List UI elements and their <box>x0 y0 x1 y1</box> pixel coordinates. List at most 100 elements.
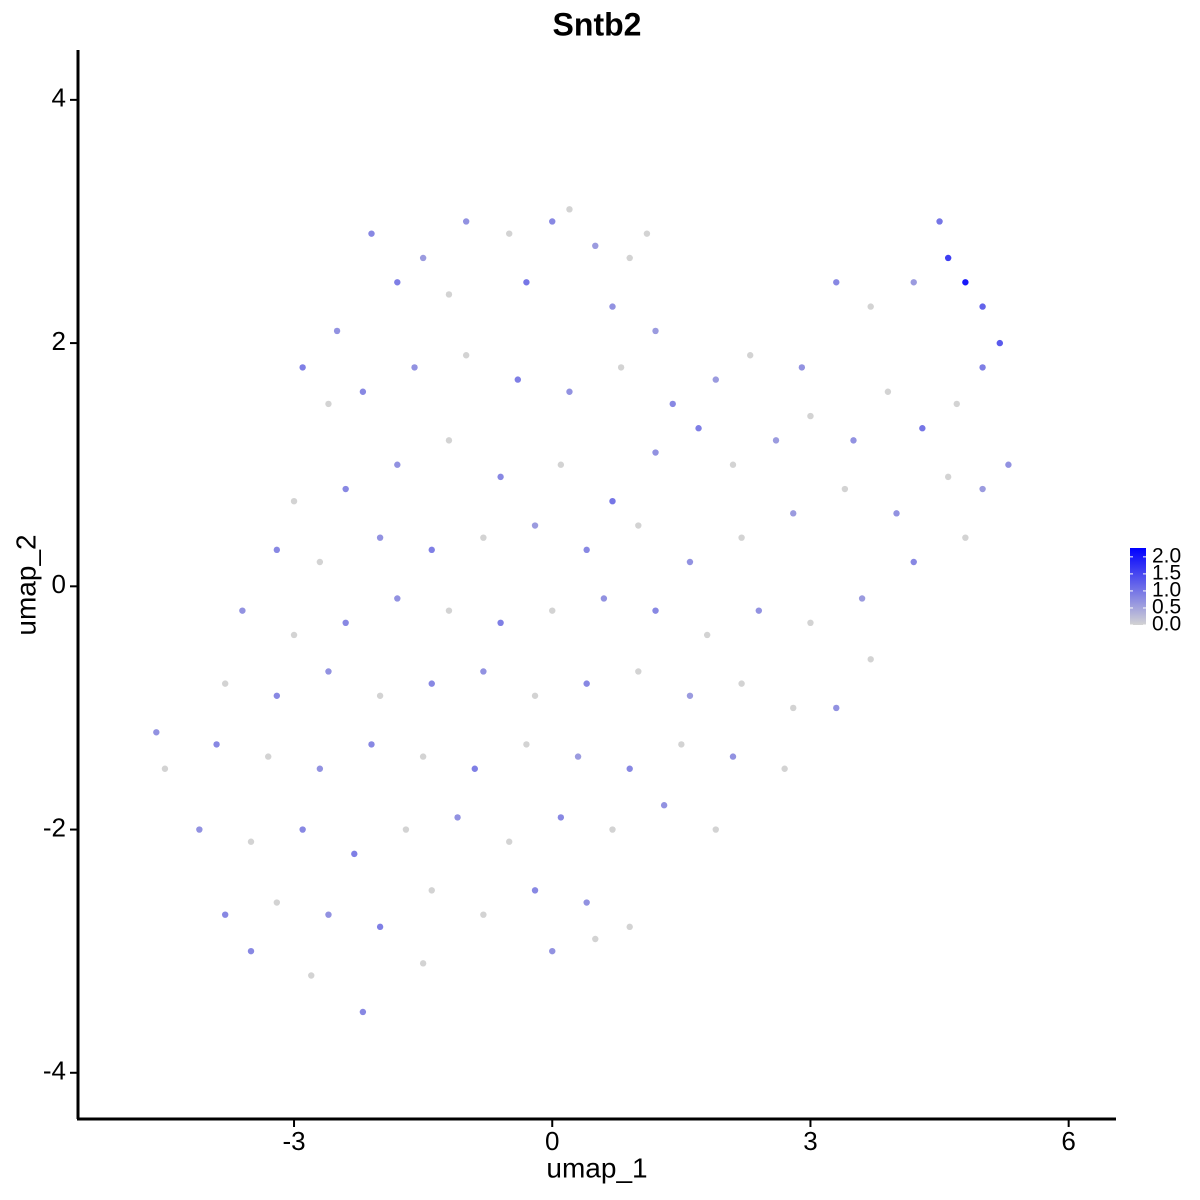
point <box>936 218 943 225</box>
point <box>944 254 952 262</box>
point <box>351 850 358 858</box>
point <box>695 425 702 432</box>
point <box>290 631 298 639</box>
point <box>419 753 427 760</box>
point <box>342 619 349 627</box>
colorbar-tick-label: 2.0 <box>1152 544 1181 567</box>
chart-title: Sntb2 <box>553 6 642 42</box>
point <box>445 607 453 614</box>
point <box>376 692 384 699</box>
point <box>996 339 1004 347</box>
point <box>583 546 590 554</box>
y-tick-label: -4 <box>43 1056 66 1086</box>
point <box>394 279 401 286</box>
point <box>790 704 797 712</box>
point <box>858 595 866 602</box>
point <box>600 595 608 602</box>
point <box>747 352 754 359</box>
y-tick-label: 2 <box>52 326 66 356</box>
point <box>376 534 384 541</box>
point <box>953 400 960 408</box>
point <box>583 680 590 687</box>
point <box>738 680 745 687</box>
point <box>497 473 504 481</box>
y-tick-label: -2 <box>43 812 66 842</box>
point <box>557 461 565 468</box>
point <box>798 364 806 371</box>
point <box>609 497 616 505</box>
point <box>652 607 659 614</box>
point <box>480 911 487 918</box>
point <box>273 546 281 554</box>
point <box>979 364 986 371</box>
point <box>419 254 427 262</box>
point <box>428 887 435 894</box>
point <box>910 279 917 286</box>
point <box>678 741 685 748</box>
point <box>247 947 255 955</box>
point <box>368 741 375 748</box>
point <box>290 497 298 505</box>
point <box>299 826 306 833</box>
point <box>833 704 840 712</box>
point <box>833 279 840 286</box>
colorbar-tick-label: 0.5 <box>1152 596 1181 619</box>
point <box>549 218 556 225</box>
point <box>643 230 651 237</box>
colorbar <box>1130 548 1146 625</box>
point <box>609 826 616 833</box>
point <box>480 534 487 541</box>
point <box>979 485 986 493</box>
point <box>325 911 332 918</box>
point <box>686 692 694 699</box>
point <box>841 485 849 493</box>
point <box>239 607 246 614</box>
point <box>480 668 487 675</box>
point <box>316 765 324 772</box>
points <box>153 206 1012 1016</box>
point <box>531 692 539 699</box>
colorbar-tick-label: 1.5 <box>1152 561 1181 584</box>
point <box>609 303 616 310</box>
point <box>592 935 599 943</box>
point <box>376 923 384 931</box>
point <box>660 802 668 809</box>
point <box>626 923 633 931</box>
point <box>944 473 952 481</box>
point <box>531 522 539 529</box>
point <box>394 595 401 602</box>
point <box>617 364 625 371</box>
point <box>919 425 926 432</box>
point <box>549 947 556 955</box>
point <box>462 352 470 359</box>
point <box>884 388 892 395</box>
point <box>893 510 900 517</box>
point <box>712 826 719 833</box>
point <box>729 461 737 468</box>
point <box>471 765 478 772</box>
point <box>213 741 220 748</box>
point <box>428 680 435 687</box>
point <box>506 230 513 237</box>
point <box>368 230 375 237</box>
point <box>807 412 814 420</box>
point <box>583 899 590 906</box>
point <box>626 254 633 262</box>
y-tick-label: 4 <box>52 83 66 113</box>
x-tick-label: 0 <box>545 1126 559 1156</box>
point <box>712 376 719 383</box>
point <box>402 826 410 833</box>
point <box>428 546 435 554</box>
point <box>523 279 530 286</box>
point <box>566 388 573 395</box>
point <box>626 765 633 772</box>
point <box>325 400 332 408</box>
point <box>772 437 780 444</box>
point <box>790 510 797 517</box>
point <box>910 558 917 566</box>
point <box>394 461 401 468</box>
point <box>454 814 461 821</box>
point <box>807 619 814 627</box>
point <box>316 558 324 566</box>
point <box>221 911 229 918</box>
